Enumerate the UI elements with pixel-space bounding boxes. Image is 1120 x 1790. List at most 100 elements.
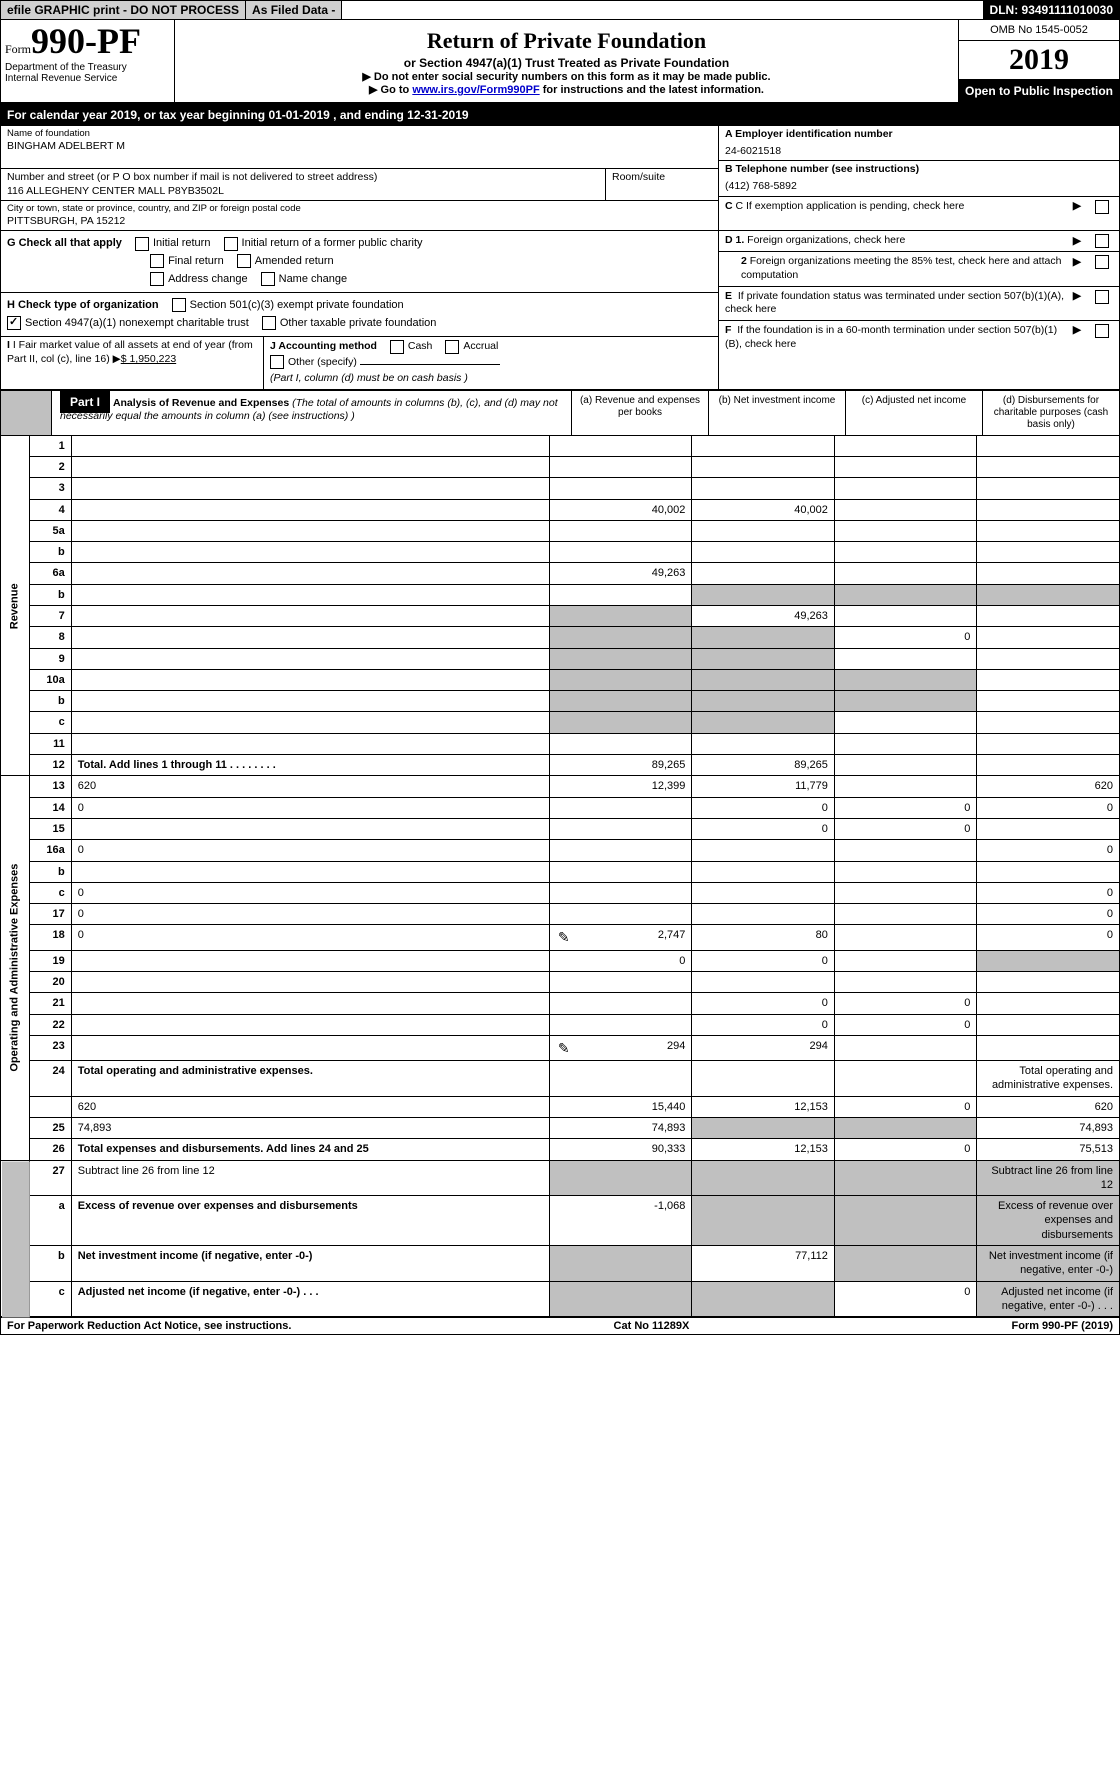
cell-c xyxy=(834,776,977,797)
cell-b xyxy=(692,627,835,648)
cell-c: 0 xyxy=(834,1014,977,1035)
cell-c xyxy=(834,520,977,541)
h-opt-1: Section 501(c)(3) exempt private foundat… xyxy=(190,299,404,311)
cell-b: 0 xyxy=(692,818,835,839)
city-cell: City or town, state or province, country… xyxy=(1,201,718,230)
cell-b xyxy=(692,478,835,499)
table-row: c00 xyxy=(1,882,1119,903)
form-num: 990-PF xyxy=(31,21,141,61)
cell-d xyxy=(977,669,1119,690)
cell-a xyxy=(549,993,692,1014)
cell-c xyxy=(834,861,977,882)
ij-row: I I Fair market value of all assets at e… xyxy=(1,337,718,388)
table-row: 80 xyxy=(1,627,1119,648)
inst-2: ▶ Go to www.irs.gov/Form990PF for instru… xyxy=(181,83,952,96)
accrual-cb[interactable] xyxy=(445,340,459,354)
table-row: b xyxy=(1,691,1119,712)
row-desc xyxy=(71,627,549,648)
side-label: Revenue xyxy=(1,436,30,776)
cell-d: Total operating and administrative expen… xyxy=(977,1061,1119,1097)
street-address: 116 ALLEGHENY CENTER MALL P8YB3502L xyxy=(7,185,599,199)
initial-former-cb[interactable] xyxy=(224,237,238,251)
row-desc xyxy=(71,563,549,584)
cell-b xyxy=(692,691,835,712)
footer-right: Form 990-PF (2019) xyxy=(1011,1320,1113,1332)
cell-c xyxy=(834,1196,977,1246)
cell-b: 11,779 xyxy=(692,776,835,797)
cell-a: 89,265 xyxy=(549,755,692,776)
row-num: 27 xyxy=(30,1161,71,1196)
table-row: b xyxy=(1,584,1119,605)
row-num: b xyxy=(30,861,71,882)
row-desc xyxy=(71,648,549,669)
cell-a xyxy=(549,627,692,648)
final-return-cb[interactable] xyxy=(150,254,164,268)
table-row: 20 xyxy=(1,971,1119,992)
table-row: 140000 xyxy=(1,797,1119,818)
form-container: efile GRAPHIC print - DO NOT PROCESS As … xyxy=(0,0,1120,1335)
cell-c xyxy=(834,691,977,712)
table-row: b xyxy=(1,861,1119,882)
cell-b: 0 xyxy=(692,1014,835,1035)
table-row: 16a00 xyxy=(1,840,1119,861)
cell-d xyxy=(977,755,1119,776)
cell-a xyxy=(549,456,692,477)
info-left: Name of foundation BINGHAM ADELBERT M Nu… xyxy=(1,126,719,230)
4947-cb[interactable] xyxy=(7,316,21,330)
row-desc xyxy=(71,499,549,520)
addr-row: Number and street (or P O box number if … xyxy=(1,169,718,201)
cell-d: 620 xyxy=(977,776,1119,797)
cell-b: 294 xyxy=(692,1035,835,1060)
row-desc xyxy=(71,818,549,839)
row-num: 26 xyxy=(30,1139,71,1160)
cell-a xyxy=(549,971,692,992)
cell-d xyxy=(977,861,1119,882)
amended-cb[interactable] xyxy=(237,254,251,268)
attach-icon[interactable]: ✎ xyxy=(558,1039,570,1057)
other-taxable-cb[interactable] xyxy=(262,316,276,330)
cell-d xyxy=(977,1014,1119,1035)
g-opt-0: Initial return xyxy=(153,237,210,249)
cell-b xyxy=(692,733,835,754)
c-checkbox[interactable] xyxy=(1095,200,1109,214)
cell-b: 0 xyxy=(692,993,835,1014)
row-num: 17 xyxy=(30,904,71,925)
city-state-zip: PITTSBURGH, PA 15212 xyxy=(7,215,712,228)
address-change-cb[interactable] xyxy=(150,272,164,286)
name-change-cb[interactable] xyxy=(261,272,275,286)
i-cell: I I Fair market value of all assets at e… xyxy=(1,337,264,388)
d2-cb[interactable] xyxy=(1095,255,1109,269)
attach-icon[interactable]: ✎ xyxy=(558,928,570,946)
as-filed: As Filed Data - xyxy=(246,1,342,19)
cell-b xyxy=(692,436,835,457)
cell-b xyxy=(692,840,835,861)
row-desc: 0 xyxy=(71,925,549,950)
cell-a: 15,440 xyxy=(549,1096,692,1117)
inst2-post: for instructions and the latest informat… xyxy=(540,84,764,96)
f-cb[interactable] xyxy=(1095,324,1109,338)
cell-b: 12,153 xyxy=(692,1139,835,1160)
form-subtitle: or Section 4947(a)(1) Trust Treated as P… xyxy=(181,56,952,70)
cell-a: 0 xyxy=(549,950,692,971)
cash-cb[interactable] xyxy=(390,340,404,354)
cell-c xyxy=(834,669,977,690)
initial-return-cb[interactable] xyxy=(135,237,149,251)
501c3-cb[interactable] xyxy=(172,298,186,312)
row-num: 15 xyxy=(30,818,71,839)
row-desc: Excess of revenue over expenses and disb… xyxy=(71,1196,549,1246)
d1-cb[interactable] xyxy=(1095,234,1109,248)
e-cb[interactable] xyxy=(1095,290,1109,304)
table-row: 2100 xyxy=(1,993,1119,1014)
cell-c xyxy=(834,542,977,563)
g-opt-4: Address change xyxy=(168,273,248,285)
cell-d xyxy=(977,499,1119,520)
h-check: H Check type of organization Section 501… xyxy=(1,293,718,337)
cell-d: 0 xyxy=(977,882,1119,903)
irs-link[interactable]: www.irs.gov/Form990PF xyxy=(412,84,539,96)
info-right: A Employer identification number 24-6021… xyxy=(719,126,1119,230)
table-row: 1700 xyxy=(1,904,1119,925)
other-method-cb[interactable] xyxy=(270,355,284,369)
cell-b xyxy=(692,563,835,584)
name-label: Name of foundation xyxy=(7,128,712,140)
cell-b: 89,265 xyxy=(692,755,835,776)
